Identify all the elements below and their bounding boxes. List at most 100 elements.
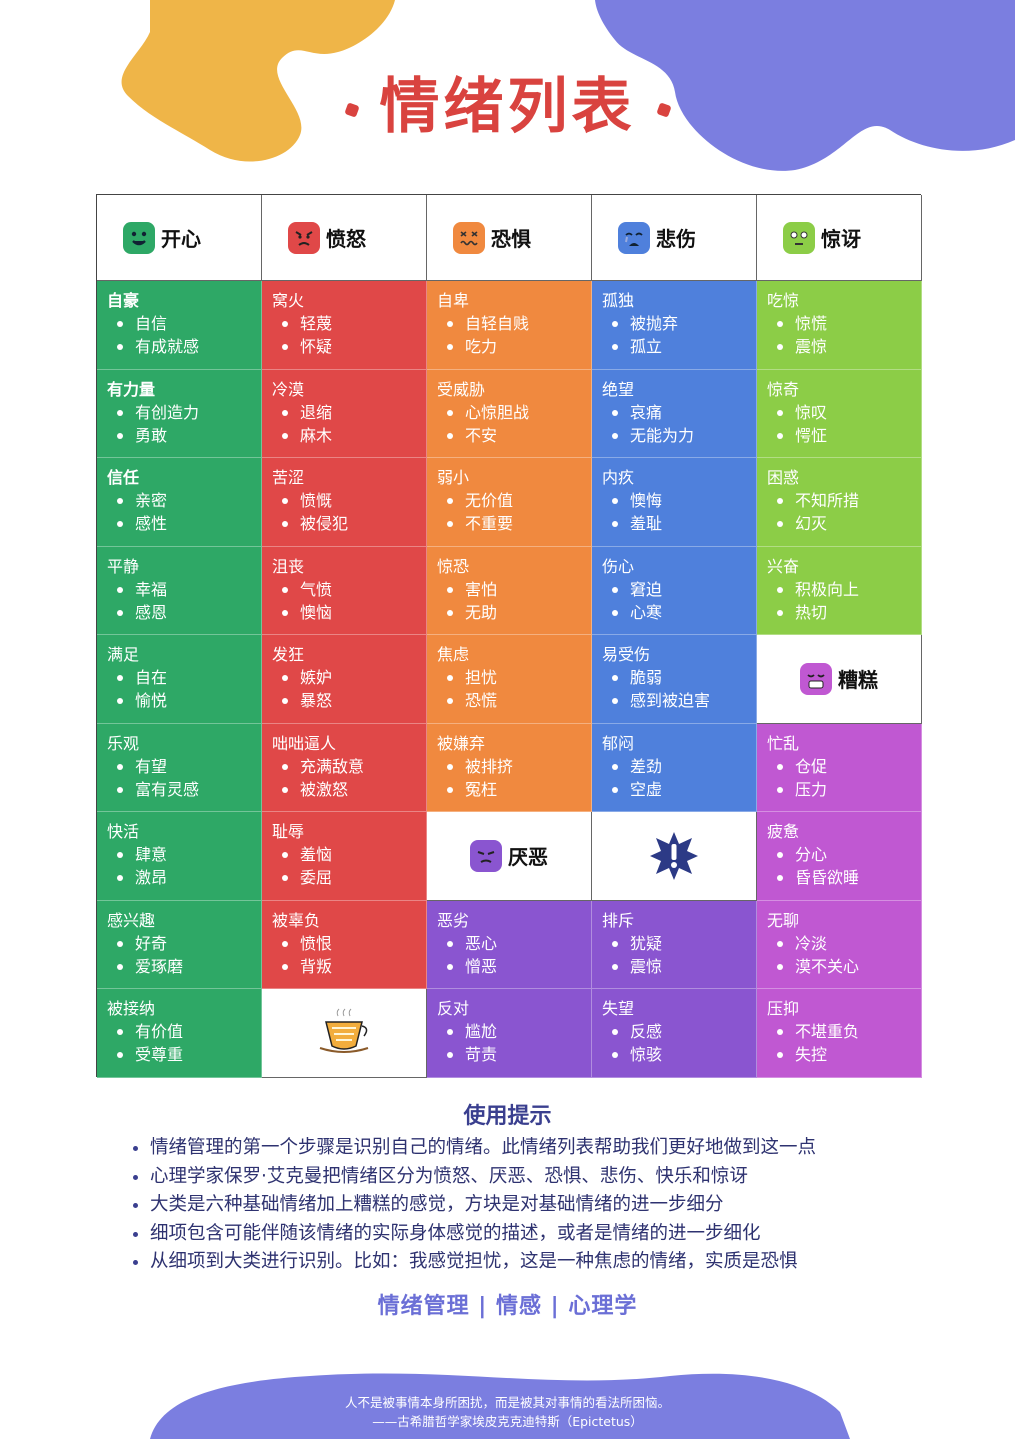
emotion-item: 反感 (612, 1020, 756, 1043)
emotion-cell: 被接纳 有价值 受尊重 (97, 989, 262, 1078)
angry-face-icon (288, 221, 320, 254)
emotion-cell-head: 绝望 (602, 379, 635, 399)
emotion-cell: 排斥 犹疑 震惊 (592, 900, 757, 989)
emotion-item: 自轻自贱 (447, 312, 591, 335)
emotion-cell-head: 兴奋 (767, 556, 800, 576)
emotion-item: 无能为力 (612, 424, 756, 447)
emotion-cell-head: 易受伤 (602, 645, 651, 664)
emotion-cell: 困惑 不知所措 幻灭 (757, 458, 922, 547)
emotion-cell: 内疚 懊悔 羞耻 (592, 458, 757, 547)
emotion-item: 恶心 (447, 932, 591, 955)
emotion-item: 窘迫 (612, 578, 756, 601)
emotion-item: 憎恶 (447, 955, 591, 978)
emotion-cell: 惊奇 惊叹 愕怔 (757, 369, 922, 458)
emotion-cell: 乐观 有望 富有灵感 (97, 723, 262, 812)
emotion-cell-head: 孤独 (602, 291, 635, 310)
tip-item: 细项包含可能伴随该情绪的实际身体感觉的描述，或者是情绪的进一步细化 (150, 1220, 816, 1249)
emotion-item: 惊慌 (777, 312, 921, 335)
emotion-item: 懊悔 (612, 489, 756, 512)
header-label: 恐惧 (491, 227, 531, 251)
emotion-cell-head: 郁闷 (602, 733, 635, 753)
emotion-item: 愕怔 (777, 424, 921, 447)
header-label: 愤怒 (326, 227, 366, 251)
disgust-label: 厌恶 (508, 845, 548, 870)
emotion-cell: 无聊 冷淡 漠不关心 (757, 900, 922, 989)
tip-item: 心理学家保罗·艾克曼把情绪区分为愤怒、厌恶、恐惧、悲伤、快乐和惊讶 (150, 1163, 816, 1192)
surprise-face-icon (783, 221, 815, 254)
emotion-cell-head: 耻辱 (272, 822, 305, 841)
header-label: 开心 (161, 227, 201, 251)
emotion-item: 感恩 (117, 601, 261, 624)
emotion-item: 被激怒 (282, 778, 426, 801)
emotion-grid: 开心 愤怒 恐惧 悲伤 惊讶 自豪 自信 有成就感 有力量 有创造力 勇敢 信任 亲密 感性… (96, 194, 922, 1078)
emotion-cell: 疲惫 分心 昏昏欲睡 (757, 812, 922, 901)
emotion-item: 退缩 (282, 401, 426, 424)
emotion-cell-head: 疲惫 (767, 822, 800, 841)
emotion-item: 心惊胆战 (447, 401, 591, 424)
emotion-cell-head: 快活 (107, 822, 140, 841)
emotion-item: 震惊 (612, 955, 756, 978)
emotion-item: 被排挤 (447, 755, 591, 778)
emotion-cell: 苦涩 愤慨 被侵犯 (262, 458, 427, 547)
emotion-cell-head: 沮丧 (272, 556, 305, 576)
emotion-item: 昏昏欲睡 (777, 866, 921, 889)
emotion-item: 不堪重负 (777, 1020, 921, 1043)
emotion-cell-head: 忙乱 (767, 733, 800, 753)
emotion-cell-head: 被嫌弃 (437, 733, 486, 753)
emotion-cell-head: 压抑 (767, 999, 800, 1018)
emotion-cell: 失望 反感 惊骇 (592, 989, 757, 1078)
header-fear: 恐惧 (427, 195, 592, 281)
emotion-item: 感到被迫害 (612, 689, 756, 712)
emotion-cell: 反对 尴尬 苛责 (427, 989, 592, 1078)
emotion-cell: 窝火 轻蔑 怀疑 (262, 281, 427, 370)
tip-item: 大类是六种基础情绪加上糟糕的感觉，方块是对基础情绪的进一步细分 (150, 1191, 816, 1220)
bottom-blob (150, 1373, 850, 1439)
emotion-item: 轻蔑 (282, 312, 426, 335)
page-title: 情绪列表 (0, 58, 1015, 145)
emotion-item: 被抛弃 (612, 312, 756, 335)
disgust-face-icon (470, 839, 502, 872)
emotion-cell-head: 失望 (602, 999, 635, 1018)
violet-blob (595, 0, 1015, 171)
emotion-item: 无助 (447, 601, 591, 624)
bad-label: 糟糕 (838, 668, 878, 693)
emotion-cell: 忙乱 仓促 压力 (757, 723, 922, 812)
emotion-item: 脆弱 (612, 666, 756, 689)
emotion-item: 委屈 (282, 866, 426, 889)
happy-face-icon (123, 221, 155, 254)
emotion-cell: 绝望 哀痛 无能为力 (592, 369, 757, 458)
title-dot-right (655, 102, 672, 119)
emotion-item: 不重要 (447, 512, 591, 535)
emotion-cell-head: 恶劣 (437, 910, 470, 930)
emotion-cell: 兴奋 积极向上 热切 (757, 546, 922, 635)
emotion-item: 有价值 (117, 1020, 261, 1043)
emotion-cell: 被辜负 愤恨 背叛 (262, 900, 427, 989)
emotion-item: 哀痛 (612, 401, 756, 424)
emotion-cell-head: 困惑 (767, 468, 800, 487)
emotion-item: 自信 (117, 312, 261, 335)
burst-illustration (592, 812, 757, 901)
emotion-cell: 易受伤脆弱 感到被迫害 (592, 635, 757, 724)
emotion-item: 勇敢 (117, 424, 261, 447)
emotion-cell: 孤独 被抛弃 孤立 (592, 281, 757, 370)
quote: 人不是被事情本身所困扰，而是被其对事情的看法所困恼。 ——古希腊哲学家埃皮克克迪… (0, 1393, 1015, 1431)
emotion-cell: 耻辱 羞恼 委屈 (262, 812, 427, 901)
emotion-item: 有创造力 (117, 401, 261, 424)
title-text: 情绪列表 (379, 72, 636, 142)
emotion-cell: 自卑 自轻自贱 吃力 (427, 281, 592, 370)
emotion-item: 差劲 (612, 755, 756, 778)
emotion-item: 麻木 (282, 424, 426, 447)
header-disgust: 厌恶 (427, 812, 592, 901)
emotion-cell: 弱小 无价值 不重要 (427, 458, 592, 547)
emotion-item: 好奇 (117, 932, 261, 955)
emotion-cell-head: 咄咄逼人 (272, 733, 337, 753)
emotion-cell-head: 受威胁 (437, 379, 486, 399)
emotion-cell-head: 弱小 (437, 468, 470, 487)
emotion-item: 愉悦 (117, 689, 261, 712)
emotion-cell: 快活 肆意 激昂 (97, 812, 262, 901)
emotion-item: 尴尬 (447, 1020, 591, 1043)
emotion-item: 失控 (777, 1043, 921, 1066)
emotion-cell: 感兴趣 好奇 爱琢磨 (97, 900, 262, 989)
exclamation-burst-icon (650, 831, 698, 880)
emotion-cell-head: 惊奇 (767, 379, 800, 399)
